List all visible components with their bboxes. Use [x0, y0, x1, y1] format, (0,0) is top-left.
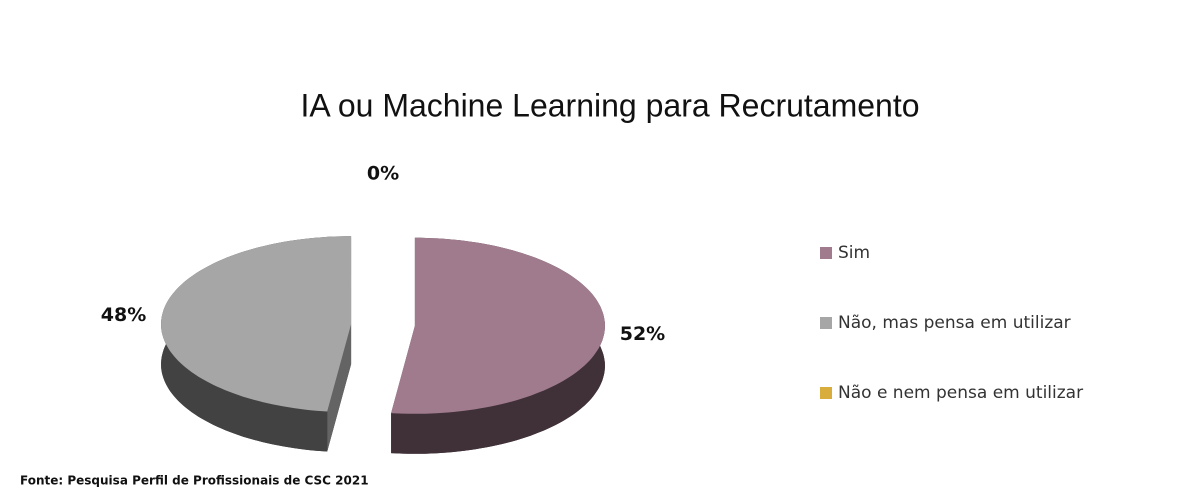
source-note: Fonte: Pesquisa Perfil de Profissionais …: [20, 474, 369, 488]
slice: [391, 237, 605, 414]
data-label: 52%: [620, 323, 665, 345]
legend-swatch: [820, 247, 832, 259]
slice-side: [327, 324, 352, 452]
legend-swatch: [820, 317, 832, 329]
chart-title: IA ou Machine Learning para Recrutamento: [300, 87, 919, 123]
legend-label: Sim: [838, 243, 870, 263]
legend-swatch: [820, 387, 832, 399]
data-label: 48%: [101, 304, 146, 326]
data-label: 0%: [367, 163, 399, 185]
legend-label: Não, mas pensa em utilizar: [838, 313, 1071, 333]
legend-label: Não e nem pensa em utilizar: [838, 383, 1083, 403]
slice: [161, 236, 352, 412]
